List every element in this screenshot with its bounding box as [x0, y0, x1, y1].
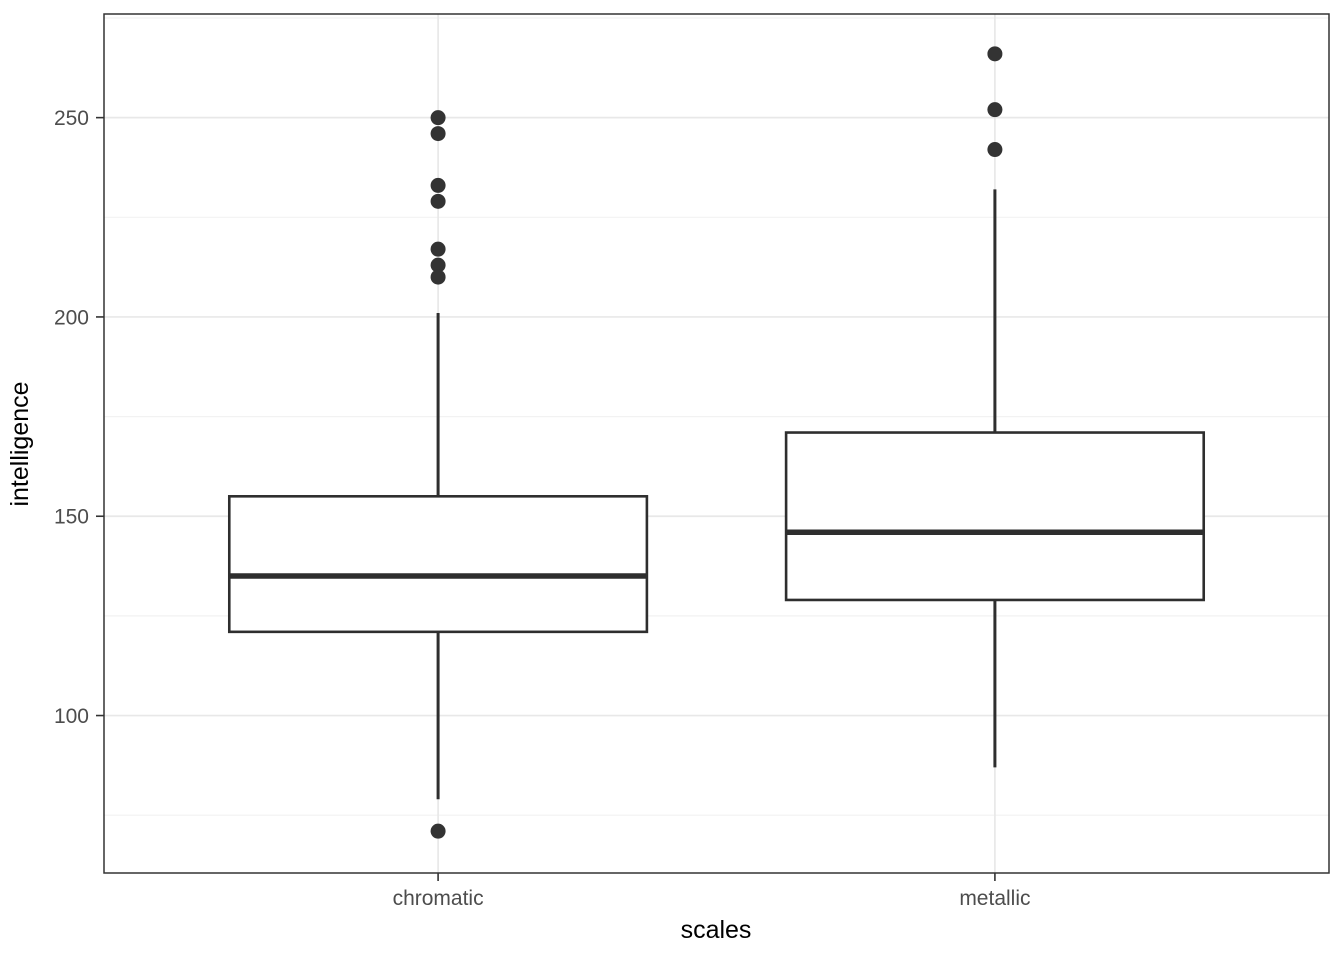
x-tick-label: chromatic — [393, 887, 484, 910]
outlier-point — [430, 241, 446, 257]
boxplot-chromatic — [227, 110, 649, 839]
outlier-point — [430, 193, 446, 209]
iqr-box — [227, 495, 649, 634]
outlier-point — [430, 126, 446, 142]
outlier-point — [430, 823, 446, 839]
plot-layers: 100 150 200 250 chromatic metallic — [54, 13, 1330, 910]
x-axis-title: scales — [681, 916, 752, 944]
y-tick-label: 250 — [54, 107, 89, 130]
y-tick-label: 150 — [54, 506, 89, 529]
x-tick-label: metallic — [959, 887, 1030, 910]
outlier-point — [430, 177, 446, 193]
y-tick-label: 200 — [54, 306, 89, 329]
outlier-point — [430, 269, 446, 285]
outlier-point — [430, 110, 446, 126]
y-tick-label: 100 — [54, 705, 89, 728]
boxplot-metallic — [784, 46, 1206, 768]
iqr-box — [784, 431, 1206, 602]
outlier-point — [987, 102, 1003, 118]
panel-border — [103, 13, 1330, 874]
outlier-point — [430, 257, 446, 273]
outlier-point — [987, 46, 1003, 62]
outlier-point — [987, 142, 1003, 158]
y-axis-title: intelligence — [6, 381, 34, 506]
